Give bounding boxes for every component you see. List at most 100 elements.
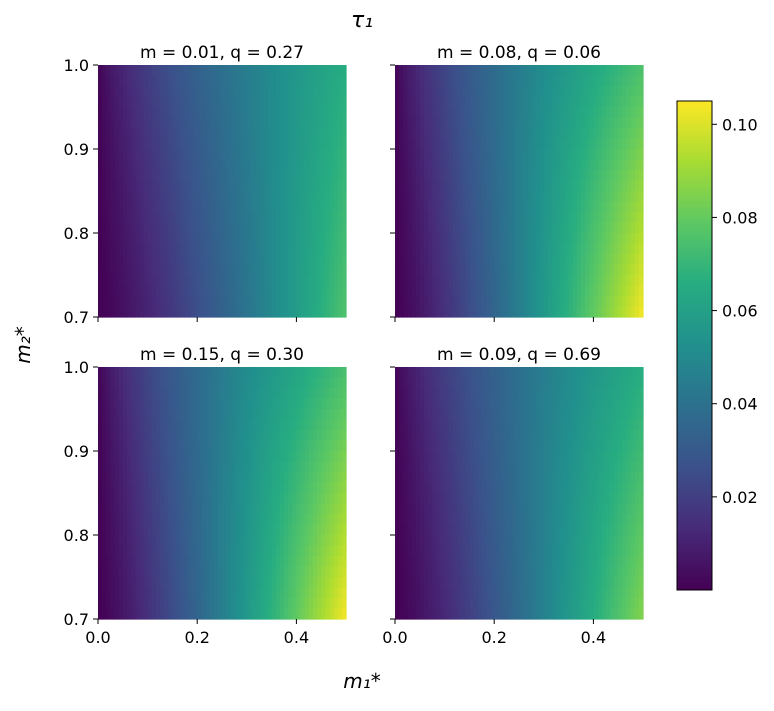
heatmap-cell: [614, 191, 619, 202]
heatmap-cell: [234, 514, 239, 525]
heatmap-cell: [321, 139, 326, 150]
heatmap-cell: [461, 296, 466, 307]
heatmap-cell: [519, 65, 524, 76]
heatmap-cell: [131, 367, 136, 378]
heatmap-cell: [143, 472, 148, 483]
heatmap-cell: [201, 286, 206, 297]
heatmap-cell: [189, 275, 194, 286]
heatmap-cell: [292, 107, 297, 118]
heatmap-cell: [123, 254, 128, 265]
heatmap-cell: [127, 556, 132, 567]
heatmap-cell: [276, 598, 281, 609]
heatmap-cell: [573, 367, 578, 378]
heatmap-cell: [569, 170, 574, 181]
heatmap-cell: [577, 451, 582, 462]
heatmap-cell: [309, 441, 314, 452]
heatmap-cell: [210, 76, 215, 87]
heatmap-cell: [317, 430, 322, 441]
heatmap-cell: [445, 149, 450, 160]
heatmap-cell: [639, 202, 644, 213]
heatmap-cell: [610, 367, 615, 378]
heatmap-cell: [106, 118, 111, 129]
heatmap-cell: [334, 462, 339, 473]
heatmap-cell: [119, 441, 124, 452]
heatmap-cell: [189, 588, 194, 599]
heatmap-cell: [234, 223, 239, 234]
heatmap-cell: [201, 525, 206, 536]
heatmap-cell: [119, 399, 124, 410]
heatmap-cell: [276, 265, 281, 276]
heatmap-cell: [172, 181, 177, 192]
heatmap-cell: [548, 451, 553, 462]
heatmap-cell: [531, 399, 536, 410]
heatmap-cell: [536, 388, 541, 399]
heatmap-cell: [325, 472, 330, 483]
heatmap-cell: [123, 577, 128, 588]
heatmap-cell: [239, 535, 244, 546]
heatmap-cell: [527, 254, 532, 265]
heatmap-cell: [98, 107, 103, 118]
heatmap-cell: [440, 441, 445, 452]
heatmap-cell: [218, 567, 223, 578]
heatmap-cell: [301, 609, 306, 620]
heatmap-cell: [449, 430, 454, 441]
heatmap-cell: [243, 609, 248, 620]
heatmap-cell: [420, 409, 425, 420]
heatmap-cell: [247, 307, 252, 318]
heatmap-cell: [230, 149, 235, 160]
heatmap-cell: [272, 441, 277, 452]
heatmap-cell: [110, 388, 115, 399]
heatmap-cell: [197, 420, 202, 431]
heatmap-cell: [226, 128, 231, 139]
heatmap-cell: [334, 128, 339, 139]
heatmap-cell: [606, 399, 611, 410]
heatmap-cell: [309, 191, 314, 202]
heatmap-cell: [234, 296, 239, 307]
heatmap-cell: [511, 160, 516, 171]
heatmap-cell: [511, 86, 516, 97]
heatmap-cell: [540, 128, 545, 139]
heatmap-cell: [276, 307, 281, 318]
heatmap-cell: [280, 409, 285, 420]
heatmap-cell: [148, 107, 153, 118]
heatmap-cell: [226, 367, 231, 378]
heatmap-cell: [478, 296, 483, 307]
heatmap-cell: [119, 514, 124, 525]
heatmap-cell: [131, 244, 136, 255]
heatmap-cell: [309, 493, 314, 504]
heatmap-cell: [301, 378, 306, 389]
heatmap-cell: [440, 254, 445, 265]
heatmap-cell: [230, 525, 235, 536]
heatmap-cell: [490, 76, 495, 87]
heatmap-cell: [301, 388, 306, 399]
heatmap-cell: [143, 265, 148, 276]
heatmap-cell: [284, 409, 289, 420]
heatmap-cell: [531, 128, 536, 139]
heatmap-cell: [156, 567, 161, 578]
heatmap-cell: [218, 588, 223, 599]
heatmap-cell: [210, 546, 215, 557]
heatmap-cell: [478, 181, 483, 192]
heatmap-cell: [143, 546, 148, 557]
heatmap-cell: [321, 546, 326, 557]
heatmap-cell: [614, 286, 619, 297]
heatmap-cell: [598, 399, 603, 410]
heatmap-cell: [205, 420, 210, 431]
heatmap-cell: [292, 514, 297, 525]
heatmap-cell: [168, 483, 173, 494]
heatmap-cell: [234, 86, 239, 97]
heatmap-cell: [461, 367, 466, 378]
heatmap-cell: [342, 202, 347, 213]
y-tick-label: 0.9: [64, 140, 89, 159]
heatmap-cell: [507, 223, 512, 234]
heatmap-cell: [556, 233, 561, 244]
heatmap-cell: [119, 535, 124, 546]
heatmap-cell: [403, 430, 408, 441]
heatmap-cell: [478, 430, 483, 441]
heatmap-cell: [338, 409, 343, 420]
heatmap-cell: [593, 378, 598, 389]
heatmap-cell: [325, 588, 330, 599]
heatmap-cell: [440, 191, 445, 202]
heatmap-cell: [420, 367, 425, 378]
heatmap-cell: [407, 76, 412, 87]
